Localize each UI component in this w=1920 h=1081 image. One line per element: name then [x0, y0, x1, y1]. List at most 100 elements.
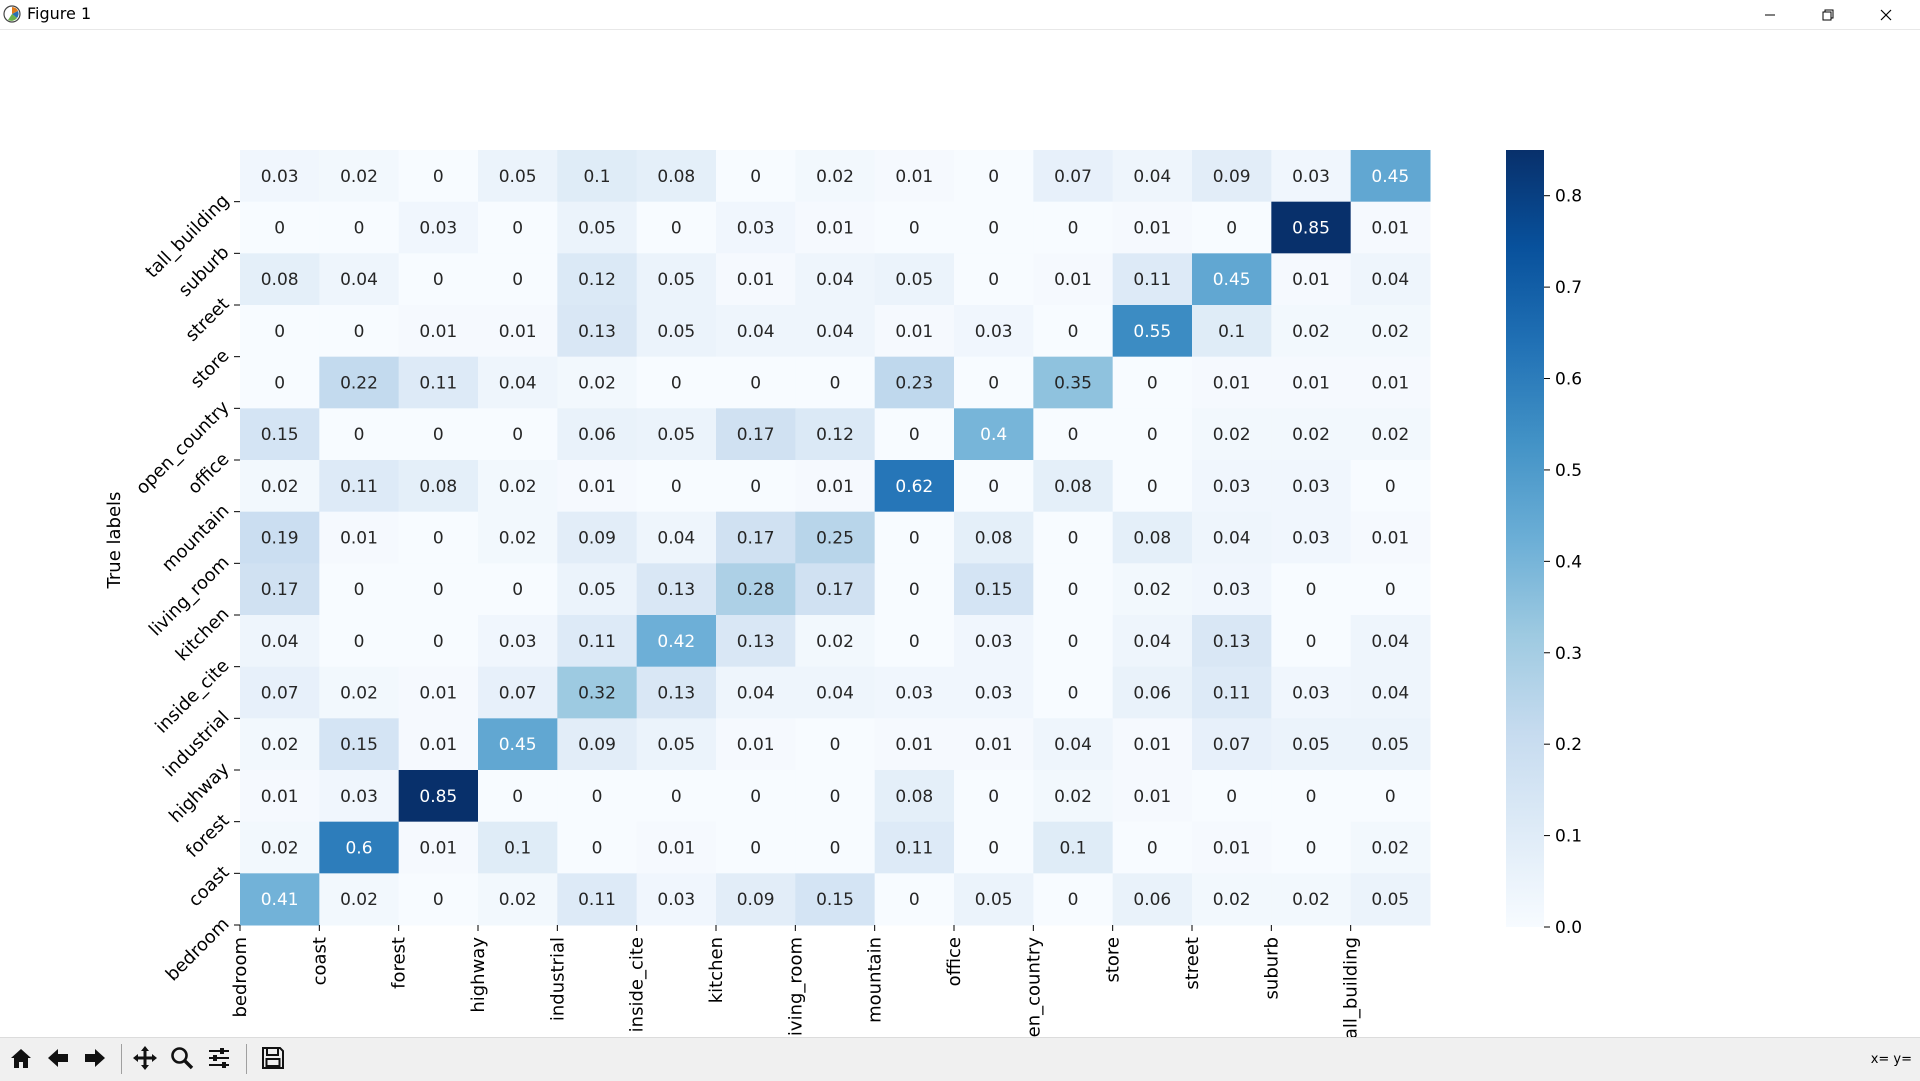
heatmap-cell: [1033, 873, 1114, 926]
heatmap-cell: [478, 615, 558, 668]
cell-value-label: 0.02: [499, 477, 537, 497]
heatmap-cell: [1350, 511, 1431, 564]
cell-value-label: 0: [1385, 477, 1396, 497]
close-icon: [1880, 9, 1892, 20]
heatmap-cell: [795, 356, 876, 409]
heatmap-cell: [1112, 150, 1193, 203]
save-button[interactable]: [256, 1041, 290, 1075]
figure-canvas[interactable]: 0.03 0.02 0 0.05 0.1 0.08 0 0.02 0.01 0 0.07 0.04 0.…: [0, 30, 1920, 1060]
zoom-button[interactable]: [165, 1041, 199, 1075]
heatmap-cell: [1112, 770, 1193, 823]
cell-value-label: 0.11: [578, 632, 616, 652]
heatmap-cell: [1350, 770, 1431, 823]
cell-value-label: 0.1: [583, 167, 610, 187]
cell-value-label: 0: [988, 374, 999, 394]
heatmap-cell: [795, 150, 876, 203]
heatmap-cell: [874, 408, 955, 461]
x-tick-label: office: [944, 937, 965, 986]
heatmap-cell: [874, 821, 955, 874]
cell-value-label: 0.04: [499, 374, 537, 394]
cell-value-label: 0.01: [261, 787, 299, 807]
heatmap-cell: [1350, 821, 1431, 874]
cell-value-label: 0: [512, 219, 523, 239]
cell-value-label: 0.04: [1371, 684, 1409, 704]
heatmap-cell: [1112, 511, 1193, 564]
heatmap-cell: [1192, 873, 1272, 926]
heatmap-cell: [1271, 666, 1352, 719]
restore-button[interactable]: [1799, 0, 1857, 29]
cell-value-label: 0: [1068, 580, 1079, 600]
heatmap-cell: [954, 666, 1034, 719]
heatmap-cell: [1192, 201, 1272, 254]
cell-value-label: 0: [433, 529, 444, 549]
heatmap-cell: [1350, 253, 1431, 306]
heatmap-cell: [954, 873, 1034, 926]
cell-value-label: 0: [433, 167, 444, 187]
cell-value-label: 0.4: [980, 425, 1007, 445]
cell-value-label: 0.03: [975, 632, 1013, 652]
heatmap-cell: [240, 305, 320, 358]
cell-value-label: 0: [433, 270, 444, 290]
heatmap-cell: [1271, 460, 1352, 513]
cell-value-label: 0.22: [340, 374, 378, 394]
cell-value-label: 0.05: [657, 425, 695, 445]
heatmap-cell: [716, 511, 796, 564]
heatmap-cell: [636, 615, 717, 668]
cell-value-label: 0.11: [419, 374, 457, 394]
heatmap-cell: [1271, 356, 1352, 409]
forward-button[interactable]: [78, 1041, 112, 1075]
window-title: Figure 1: [27, 4, 92, 23]
cell-value-label: 0.01: [975, 735, 1013, 755]
pan-button[interactable]: [128, 1041, 162, 1075]
cell-value-label: 0.02: [1292, 322, 1330, 342]
cell-value-label: 0: [274, 219, 285, 239]
cell-value-label: 0: [1147, 374, 1158, 394]
heatmap-cell: [398, 408, 479, 461]
heatmap-cell: [557, 666, 638, 719]
cell-value-label: 0.04: [1371, 270, 1409, 290]
back-button[interactable]: [41, 1041, 75, 1075]
cell-value-label: 0.05: [1371, 735, 1409, 755]
home-button[interactable]: [4, 1041, 38, 1075]
cell-value-label: 0.02: [1292, 425, 1330, 445]
heatmap-cell: [1033, 770, 1114, 823]
cell-value-label: 0.13: [657, 580, 695, 600]
y-tick-label: office: [184, 449, 234, 499]
heatmap-cell: [398, 718, 479, 771]
heatmap-cell: [557, 770, 638, 823]
cell-value-label: 0.01: [1292, 270, 1330, 290]
heatmap-cell: [1271, 615, 1352, 668]
heatmap-cell: [319, 356, 400, 409]
configure-subplots-button[interactable]: [202, 1041, 236, 1075]
heatmap-cell: [1192, 666, 1272, 719]
forward-arrow-icon: [85, 1049, 105, 1067]
heatmap-cell: [557, 873, 638, 926]
cell-value-label: 0.02: [816, 632, 854, 652]
cell-value-label: 0.07: [261, 684, 299, 704]
cell-value-label: 0.03: [1292, 684, 1330, 704]
cell-value-label: 0.05: [975, 890, 1013, 910]
heatmap-cell: [795, 666, 876, 719]
cell-value-label: 0: [1147, 839, 1158, 859]
heatmap-cell: [1192, 718, 1272, 771]
heatmap-cell: [716, 615, 796, 668]
heatmap-cell: [874, 201, 955, 254]
cell-value-label: 0.01: [419, 684, 457, 704]
heatmap-cell: [716, 253, 796, 306]
cell-value-label: 0.45: [499, 735, 537, 755]
heatmap-cell: [716, 201, 796, 254]
heatmap-cell: [240, 201, 320, 254]
heatmap-cell: [478, 718, 558, 771]
close-button[interactable]: [1857, 0, 1915, 29]
minimize-button[interactable]: [1741, 0, 1799, 29]
floppy-disk-icon: [262, 1047, 284, 1069]
heatmap-cell: [478, 666, 558, 719]
cell-value-label: 0.02: [1371, 322, 1409, 342]
heatmap-cell: [716, 408, 796, 461]
cell-value-label: 0: [988, 219, 999, 239]
heatmap-cell: [874, 718, 955, 771]
heatmap-cell: [319, 511, 400, 564]
heatmap-cell: [1350, 666, 1431, 719]
cell-value-label: 0.08: [975, 529, 1013, 549]
cell-value-label: 0: [671, 374, 682, 394]
